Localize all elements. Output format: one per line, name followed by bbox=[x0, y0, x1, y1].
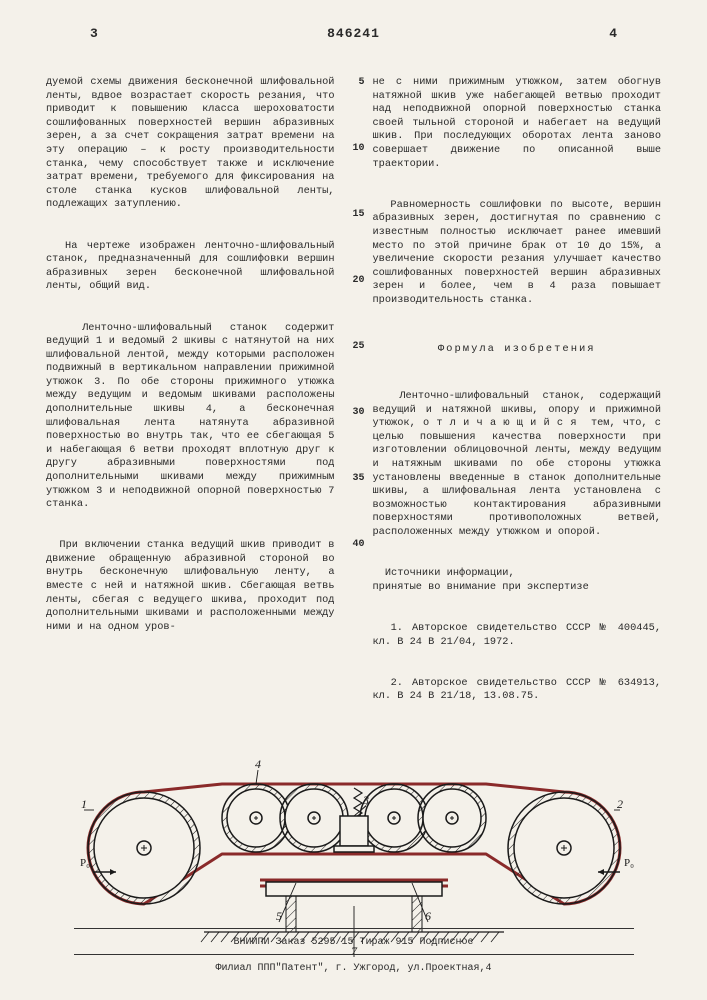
para: При включении станка ведущий шкив привод… bbox=[46, 539, 335, 634]
claim-text: Ленточно-шлифовальный станок, содержащий… bbox=[373, 390, 662, 539]
document-number: 846241 bbox=[98, 26, 609, 41]
footer-rule bbox=[74, 928, 634, 929]
svg-text:4: 4 bbox=[255, 757, 261, 771]
page-number-right: 4 bbox=[609, 26, 617, 41]
svg-text:6: 6 bbox=[425, 909, 431, 923]
svg-text:3: 3 bbox=[362, 793, 369, 807]
para: Ленточно-шлифовальный станок содержит ве… bbox=[46, 322, 335, 512]
para: дуемой схемы движения бесконечной шлифов… bbox=[46, 76, 335, 212]
left-column: дуемой схемы движения бесконечной шлифов… bbox=[46, 49, 335, 732]
svg-text:P₀: P₀ bbox=[80, 857, 90, 869]
para: не с ними прижимным утюжком, затем обогн… bbox=[373, 76, 662, 171]
svg-text:1: 1 bbox=[81, 797, 87, 811]
source-item: 2. Авторское свидетельство СССР № 634913… bbox=[373, 677, 662, 704]
para: Равномерность сошлифовки по высоте, верш… bbox=[373, 199, 662, 308]
right-column: не с ними прижимным утюжком, затем обогн… bbox=[373, 49, 662, 732]
para: На чертеже изображен ленточно-шлифовальн… bbox=[46, 240, 335, 294]
line-number-gutter: 5 10 15 20 25 30 35 40 bbox=[343, 49, 365, 732]
source-item: 1. Авторское свидетельство СССР № 400445… bbox=[373, 622, 662, 649]
imprint-footer: ВНИИПИ Заказ 5295/15 Тираж 915 Подписное… bbox=[0, 922, 707, 978]
sources-heading: Источники информации, принятые во вниман… bbox=[373, 567, 662, 594]
svg-text:2: 2 bbox=[617, 797, 623, 811]
page-number-left: 3 bbox=[90, 26, 98, 41]
footer-rule bbox=[74, 954, 634, 955]
footer-line-1: ВНИИПИ Заказ 5295/15 Тираж 915 Подписное bbox=[0, 937, 707, 948]
footer-line-2: Филиал ППП"Патент", г. Ужгород, ул.Проек… bbox=[0, 963, 707, 974]
svg-text:5: 5 bbox=[276, 909, 282, 923]
claims-heading: Формула изобретения bbox=[373, 343, 662, 357]
svg-text:P₀: P₀ bbox=[624, 857, 634, 869]
